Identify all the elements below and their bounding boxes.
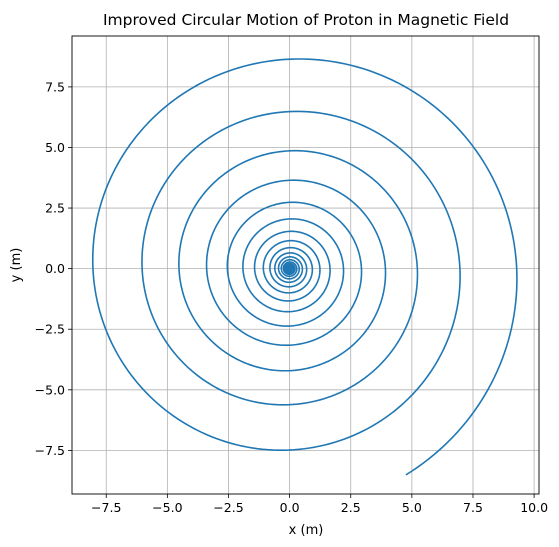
x-tick-label: 5.0 [402, 500, 422, 515]
y-tick-label: −2.5 [35, 322, 65, 337]
y-axis: −7.5 −5.0 −2.5 0.0 2.5 5.0 7.5 [35, 79, 72, 458]
chart-title: Improved Circular Motion of Proton in Ma… [103, 11, 509, 29]
x-tick-label: 2.5 [341, 500, 361, 515]
plot-area [91, 58, 518, 476]
x-tick-label: 0.0 [280, 500, 300, 515]
y-tick-label: 7.5 [45, 79, 65, 94]
y-tick-label: 2.5 [45, 201, 65, 216]
x-tick-label: −7.5 [91, 500, 121, 515]
y-tick-label: 0.0 [45, 261, 65, 276]
axes-frame [71, 35, 540, 495]
x-tick-label: 7.5 [463, 500, 483, 515]
y-tick-label: −7.5 [35, 443, 65, 458]
y-tick-label: −5.0 [35, 382, 65, 397]
x-tick-label: −2.5 [213, 500, 243, 515]
x-tick-label: 10.0 [520, 500, 548, 515]
grid [72, 36, 539, 494]
y-axis-label: y (m) [9, 248, 24, 283]
x-axis-label: x (m) [289, 523, 324, 538]
series-line [91, 58, 518, 476]
x-tick-label: −5.0 [152, 500, 182, 515]
y-tick-label: 5.0 [45, 140, 65, 155]
x-axis: −7.5 −5.0 −2.5 0.0 2.5 5.0 7.5 10.0 [91, 494, 548, 515]
